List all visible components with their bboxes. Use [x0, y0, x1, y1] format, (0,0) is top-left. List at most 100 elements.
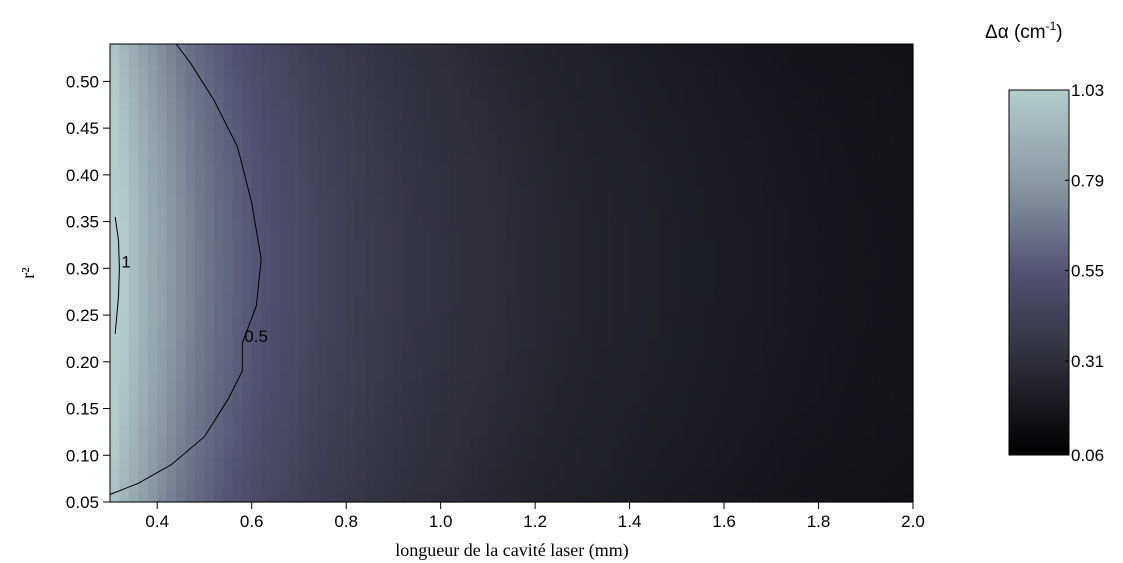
- heatmap-cell: [242, 262, 253, 274]
- heatmap-cell: [119, 305, 130, 318]
- heatmap-cell: [223, 229, 234, 241]
- heatmap-cell: [610, 305, 621, 318]
- heatmap-cell: [827, 436, 839, 449]
- heatmap-cell: [459, 447, 470, 459]
- heatmap-cell: [223, 251, 234, 263]
- heatmap-cell: [667, 273, 678, 285]
- heatmap-cell: [865, 273, 876, 285]
- heatmap-cell: [535, 207, 546, 220]
- heatmap-cell: [903, 403, 914, 416]
- heatmap-cell: [478, 54, 489, 67]
- heatmap-cell: [289, 360, 300, 372]
- heatmap-cell: [138, 447, 149, 459]
- heatmap-cell: [639, 218, 650, 230]
- heatmap-cell: [516, 371, 527, 383]
- heatmap-cell: [752, 240, 763, 252]
- heatmap-cell: [667, 338, 678, 350]
- heatmap-cell: [733, 447, 744, 459]
- heatmap-cell: [365, 87, 376, 100]
- heatmap-cell: [223, 414, 234, 427]
- heatmap-cell: [884, 283, 895, 296]
- heatmap-cell: [327, 251, 338, 263]
- heatmap-cell: [393, 349, 404, 361]
- heatmap-cell: [327, 174, 338, 187]
- heatmap-cell: [742, 142, 753, 154]
- heatmap-cell: [790, 414, 801, 427]
- heatmap-cell: [591, 458, 602, 470]
- heatmap-cell: [213, 109, 224, 121]
- heatmap-cell: [563, 403, 574, 416]
- heatmap-cell: [875, 153, 886, 165]
- heatmap-cell: [620, 163, 631, 176]
- heatmap-cell: [487, 142, 498, 154]
- heatmap-cell: [327, 316, 338, 329]
- heatmap-cell: [544, 425, 555, 438]
- heatmap-cell: [251, 371, 262, 383]
- heatmap-cell: [610, 294, 621, 307]
- heatmap-cell: [629, 87, 640, 100]
- heatmap-cell: [667, 480, 678, 492]
- heatmap-cell: [308, 120, 319, 132]
- heatmap-cell: [676, 142, 687, 154]
- heatmap-cell: [846, 447, 857, 459]
- heatmap-cell: [657, 360, 668, 372]
- heatmap-cell: [752, 54, 763, 67]
- heatmap-cell: [308, 349, 319, 361]
- heatmap-cell: [629, 305, 640, 318]
- heatmap-cell: [610, 54, 621, 67]
- heatmap-cell: [110, 425, 121, 438]
- heatmap-cell: [119, 425, 130, 438]
- heatmap-cell: [166, 392, 177, 405]
- heatmap-cell: [695, 98, 706, 111]
- heatmap-cell: [846, 44, 857, 56]
- heatmap-cell: [799, 120, 810, 132]
- heatmap-cell: [195, 120, 206, 132]
- heatmap-cell: [468, 294, 480, 307]
- heatmap-cell: [166, 44, 177, 56]
- heatmap-cell: [280, 120, 291, 132]
- heatmap-cell: [459, 153, 470, 165]
- heatmap-cell: [213, 262, 224, 274]
- heatmap-cell: [894, 142, 905, 154]
- heatmap-cell: [270, 142, 281, 154]
- heatmap-cell: [639, 76, 650, 89]
- heatmap-cell: [336, 392, 347, 405]
- heatmap-cell: [903, 240, 914, 252]
- heatmap-cell: [667, 76, 678, 89]
- heatmap-cell: [280, 54, 291, 67]
- heatmap-cell: [251, 283, 262, 296]
- heatmap-cell: [733, 109, 744, 121]
- heatmap-cell: [412, 218, 423, 230]
- heatmap-cell: [856, 283, 867, 296]
- heatmap-cell: [705, 207, 716, 220]
- heatmap-cell: [818, 87, 829, 100]
- heatmap-cell: [601, 436, 612, 449]
- heatmap-cell: [365, 305, 376, 318]
- heatmap-cell: [667, 131, 678, 143]
- heatmap-cell: [705, 480, 716, 492]
- heatmap-cell: [336, 273, 347, 285]
- heatmap-cell: [383, 218, 395, 230]
- heatmap-cell: [176, 305, 187, 318]
- heatmap-cell: [195, 458, 206, 470]
- heatmap-cell: [705, 283, 716, 296]
- heatmap-cell: [639, 480, 650, 492]
- heatmap-cell: [346, 120, 357, 132]
- heatmap-cell: [336, 142, 347, 154]
- heatmap-cell: [865, 447, 876, 459]
- heatmap-cell: [459, 109, 470, 121]
- heatmap-cell: [780, 316, 791, 329]
- heatmap-cell: [459, 142, 470, 154]
- heatmap-cell: [336, 131, 347, 143]
- heatmap-cell: [242, 480, 253, 492]
- heatmap-cell: [894, 316, 905, 329]
- heatmap-cell: [393, 414, 404, 427]
- heatmap-cell: [298, 109, 309, 121]
- heatmap-cell: [119, 316, 130, 329]
- heatmap-cell: [525, 54, 536, 67]
- heatmap-cell: [837, 131, 848, 143]
- heatmap-cell: [176, 360, 187, 372]
- heatmap-cell: [591, 207, 602, 220]
- heatmap-cell: [355, 305, 366, 318]
- heatmap-cell: [138, 371, 149, 383]
